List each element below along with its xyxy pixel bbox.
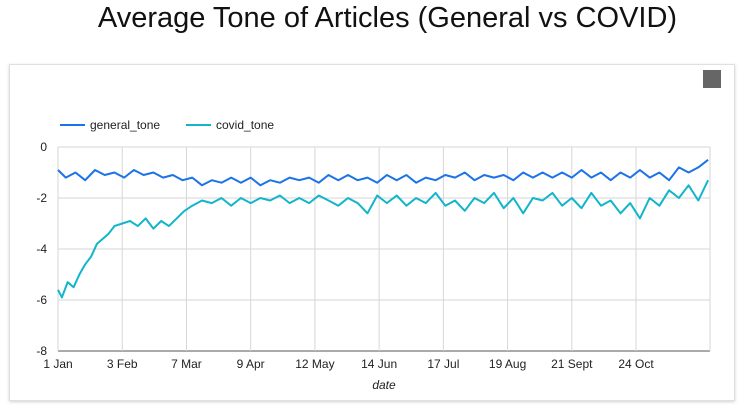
x-tick-label: 17 Jul (427, 357, 459, 371)
chart-menu-icon[interactable] (703, 70, 721, 88)
x-tick-label: 24 Oct (618, 357, 654, 371)
y-tick-label: -6 (36, 293, 47, 307)
legend-label: covid_tone (216, 118, 274, 132)
series-line-general-tone (57, 159, 709, 187)
x-tick-label: 12 May (295, 357, 334, 371)
y-tick-label: -8 (36, 344, 47, 358)
x-tick-label: 1 Jan (43, 357, 72, 371)
x-tick-label: 14 Jun (361, 357, 397, 371)
grid-lines (57, 146, 711, 352)
x-axis-ticks: 1 Jan 3 Feb 7 Mar 9 Apr 12 May 14 Jun 17 Jul 19… (43, 357, 654, 371)
y-tick-label: -4 (36, 242, 47, 256)
series-lines (57, 159, 710, 299)
chart-card (9, 64, 735, 401)
x-tick-label: 9 Apr (237, 357, 265, 371)
x-tick-label: 19 Aug (489, 357, 526, 371)
x-tick-label: 21 Sept (551, 357, 593, 371)
series-line-covid-tone (57, 179, 710, 299)
legend: general_tone covid_tone (60, 118, 274, 132)
y-axis-ticks: 0 -2 -4 -6 -8 (36, 140, 47, 358)
chart-title: Average Tone of Articles (General vs COV… (97, 2, 678, 34)
x-tick-label: 7 Mar (171, 357, 202, 371)
x-axis-title: date (372, 378, 396, 392)
legend-label: general_tone (90, 118, 160, 132)
y-tick-label: -2 (36, 191, 47, 205)
y-tick-label: 0 (40, 140, 47, 154)
x-tick-label: 3 Feb (107, 357, 138, 371)
